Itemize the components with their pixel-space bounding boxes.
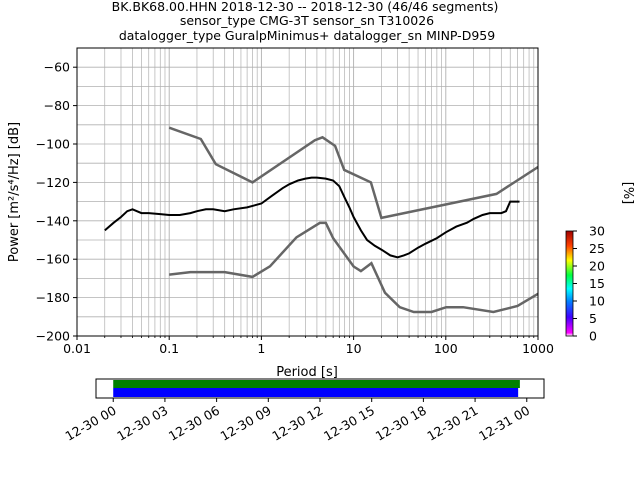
nlnm-line <box>169 221 538 314</box>
y-tick-label: −140 <box>36 213 70 228</box>
y-tick-label: −160 <box>36 252 70 267</box>
x-tick-label: 1000 <box>522 341 554 356</box>
title-line-2: sensor_type CMG-3T sensor_sn T310026 <box>180 13 434 28</box>
y-tick-label: −60 <box>44 60 70 75</box>
coverage-bar-segments <box>113 388 519 397</box>
y-tick-label: −100 <box>36 137 70 152</box>
x-tick-label: 100 <box>434 341 458 356</box>
coverage-tick-label: 12-30 21 <box>424 403 480 444</box>
colorbar: 0 5 10 15 20 25 30 [%] <box>565 182 635 344</box>
coverage-tick-label: 12-30 06 <box>166 403 222 444</box>
mean-psd <box>104 176 520 259</box>
mean-psd-line <box>104 176 520 259</box>
title-line-1: BK.BK68.00.HHN 2018-12-30 -- 2018-12-30 … <box>112 0 499 14</box>
x-axis-ticks: 0.01 0.1 1 10 100 1000 <box>63 336 554 356</box>
colorbar-tick-label: 30 <box>589 224 605 239</box>
x-axis-label: Period [s] <box>276 365 338 380</box>
coverage-bar-total <box>113 380 520 388</box>
noise-models <box>168 126 538 314</box>
y-tick-label: −180 <box>36 290 70 305</box>
colorbar-tick-label: 15 <box>589 276 605 291</box>
plot-grid <box>76 47 538 337</box>
plot-frame <box>76 47 539 337</box>
coverage-tick-label: 12-30 09 <box>218 403 274 444</box>
y-tick-label: −80 <box>44 98 70 113</box>
coverage-tick-label: 12-30 15 <box>321 403 377 444</box>
y-tick-label: −120 <box>36 175 70 190</box>
y-axis-label: Power [m²/s⁴/Hz] [dB] <box>7 122 22 262</box>
colorbar-ticks: 0 5 10 15 20 25 30 <box>573 224 605 344</box>
colorbar-tick-label: 10 <box>589 294 605 309</box>
nhnm-line <box>168 126 538 220</box>
coverage-tick-label: 12-30 12 <box>269 403 325 444</box>
coverage-tick-label: 12-30 18 <box>373 403 429 444</box>
figure-title: BK.BK68.00.HHN 2018-12-30 -- 2018-12-30 … <box>112 0 499 43</box>
x-tick-label: 0.01 <box>63 341 91 356</box>
x-tick-label: 1 <box>257 341 265 356</box>
coverage-tick-label: 12-31 00 <box>476 403 532 444</box>
colorbar-tick-label: 5 <box>589 311 597 326</box>
y-tick-label: −200 <box>36 329 70 344</box>
x-tick-label: 0.1 <box>159 341 179 356</box>
psd-plot: 0.01 0.1 1 10 100 1000 −60 −80 −100 −120 −140 −160… <box>7 47 554 380</box>
colorbar-tick-label: 0 <box>589 329 597 344</box>
coverage-tick-label: 12-30 00 <box>63 403 119 444</box>
y-axis-ticks: −60 −80 −100 −120 −140 −160 −180 −200 <box>36 60 77 344</box>
colorbar-tick-label: 20 <box>589 259 605 274</box>
colorbar-label: [%] <box>620 182 635 205</box>
coverage-tick-label: 12-30 03 <box>114 403 170 444</box>
title-line-3: datalogger_type GuralpMinimus+ datalogge… <box>119 28 495 43</box>
colorbar-gradient <box>565 230 574 337</box>
x-tick-label: 10 <box>346 341 362 356</box>
colorbar-tick-label: 25 <box>589 241 605 256</box>
